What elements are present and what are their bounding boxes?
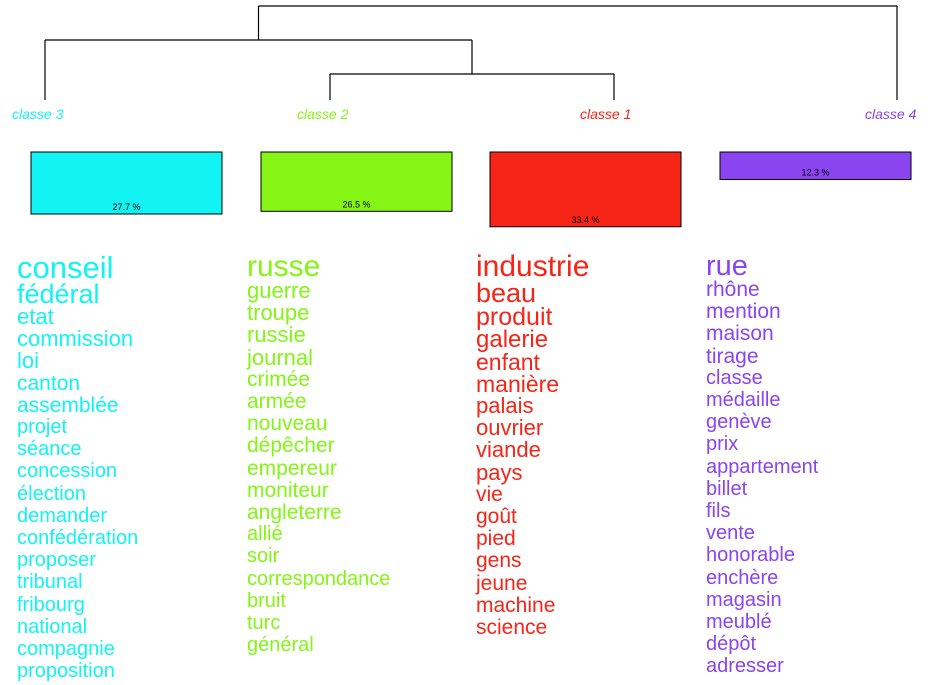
class-word: science <box>476 615 548 639</box>
class-word: proposition <box>17 660 115 683</box>
class-word: séance <box>17 438 82 461</box>
class-word: dépôt <box>706 633 757 656</box>
class-word: projet <box>17 415 68 438</box>
class-word: loi <box>17 348 40 374</box>
class-word: concession <box>17 460 118 483</box>
class-word: correspondance <box>247 567 391 590</box>
class-word: guerre <box>247 277 311 303</box>
class-word: pays <box>476 459 523 485</box>
class-word: magasin <box>706 588 782 611</box>
class-bar <box>260 151 453 212</box>
class-word: beau <box>476 277 537 308</box>
class-word: médaille <box>706 388 781 411</box>
class-word: produit <box>476 303 553 331</box>
class-word: angleterre <box>247 500 342 524</box>
class-word: journal <box>247 344 314 370</box>
class-word: machine <box>476 593 556 617</box>
class-word: compagnie <box>17 637 115 660</box>
class-word: genève <box>706 411 772 434</box>
class-word: honorable <box>706 544 795 567</box>
class-word: mention <box>706 300 781 324</box>
class-label-classe-4: classe 4 <box>865 106 917 122</box>
class-word: conseil <box>17 250 114 285</box>
class-word: maison <box>706 322 774 346</box>
class-word: national <box>17 615 88 638</box>
class-word: proposer <box>17 549 96 572</box>
class-word: enchère <box>706 566 779 589</box>
class-word: etat <box>17 303 54 329</box>
class-word: vie <box>476 482 503 506</box>
class-word: troupe <box>247 300 310 326</box>
class-word: goût <box>476 504 517 528</box>
class-size-bars: 27.7 % 26.5 % 33.4 % 12.3 % <box>30 151 912 228</box>
class-word: meublé <box>706 610 772 633</box>
class-bar-percent: 27.7 % <box>112 202 140 212</box>
class-bar-percent: 33.4 % <box>571 215 599 225</box>
class-word: russie <box>247 322 306 348</box>
class-bar-percent: 26.5 % <box>342 199 370 209</box>
class-word: fribourg <box>17 593 85 616</box>
class-bar <box>719 151 912 181</box>
class-bar <box>489 151 682 228</box>
class-word: rue <box>706 250 748 282</box>
class-word: enfant <box>476 348 540 375</box>
class-bar <box>30 151 223 215</box>
class-word: adresser <box>706 655 784 678</box>
class-word: nouveau <box>247 412 328 436</box>
class-word: allié <box>247 523 283 546</box>
class-word: billet <box>706 477 748 500</box>
class-word: soir <box>247 545 280 568</box>
class-word: commission <box>17 326 134 352</box>
class-word: canton <box>17 371 81 395</box>
class-word: général <box>247 634 314 657</box>
class-word: appartement <box>706 455 819 478</box>
class-word: vente <box>706 522 755 545</box>
class-word: crimée <box>247 367 311 391</box>
class-label-classe-2: classe 2 <box>297 106 349 122</box>
class-word: demander <box>17 504 108 527</box>
class-word: fils <box>706 499 731 522</box>
class-word: pied <box>476 527 516 551</box>
class-label-classe-1: classe 1 <box>580 106 632 122</box>
class-bar-percent: 12.3 % <box>801 168 829 178</box>
dendrogram-tree <box>44 5 898 100</box>
class-word: assemblée <box>17 393 119 417</box>
class-word: galerie <box>476 326 549 354</box>
class-word: manière <box>476 370 560 397</box>
class-word: tirage <box>706 344 759 368</box>
class-word: prix <box>706 433 739 456</box>
class-word: russe <box>247 250 321 283</box>
class-word: confédération <box>17 526 139 549</box>
class-word: classe <box>706 366 763 389</box>
class-word: fédéral <box>17 278 100 309</box>
class-word: turc <box>247 611 281 634</box>
class-word: jeune <box>476 571 528 595</box>
class-word: élection <box>17 482 86 505</box>
class-word: bruit <box>247 589 286 612</box>
class-word: palais <box>476 392 534 418</box>
class-word: dépêcher <box>247 434 335 458</box>
class-word: moniteur <box>247 478 329 502</box>
class-label-classe-3: classe 3 <box>12 106 64 122</box>
class-word: industrie <box>476 250 590 283</box>
class-word: tribunal <box>17 571 83 594</box>
class-word: rhône <box>706 277 760 301</box>
class-word: ouvrier <box>476 415 544 441</box>
class-word: armée <box>247 389 307 413</box>
class-word: gens <box>476 549 522 573</box>
class-word: empereur <box>247 456 337 480</box>
class-word: viande <box>476 437 541 463</box>
